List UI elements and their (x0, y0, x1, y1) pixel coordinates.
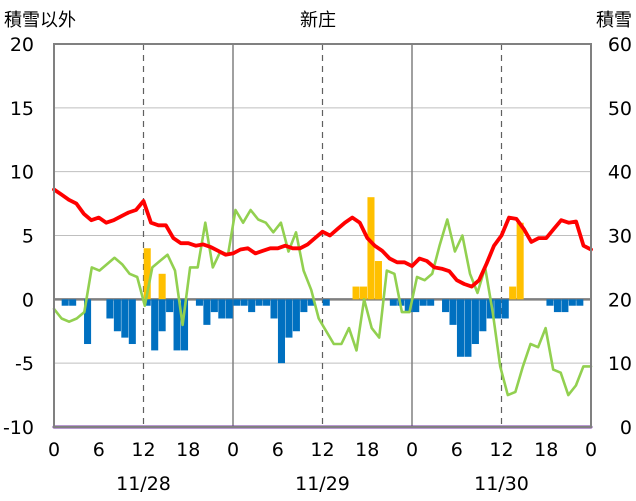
y-left-tick-label: -10 (3, 417, 34, 439)
y-right-tick-label: 50 (608, 98, 632, 120)
date-label: 11/30 (474, 473, 529, 495)
x-tick-label: 6 (272, 439, 284, 461)
sunshine-bar (412, 299, 420, 313)
sunshine-bar (442, 299, 450, 313)
precipitation-bar (143, 248, 151, 300)
sunshine-bar (248, 299, 256, 313)
x-tick-label: 0 (406, 439, 418, 461)
precipitation-bar (352, 286, 360, 300)
sunshine-bar (568, 299, 576, 306)
sunshine-bar (84, 299, 92, 345)
sunshine-bar (389, 299, 397, 306)
sunshine-bar (427, 299, 435, 306)
sunshine-bar (173, 299, 181, 351)
temperature-line (52, 187, 593, 289)
sunshine-bar (151, 299, 159, 351)
sunshine-bar (561, 299, 569, 313)
y-right-tick-label: 40 (608, 162, 632, 184)
sunshine-bar (210, 299, 218, 313)
sunshine-bar (576, 299, 584, 306)
sunshine-bar (166, 299, 174, 313)
x-tick-label: 18 (176, 439, 200, 461)
precipitation-bar (509, 286, 517, 300)
sunshine-bar (255, 299, 263, 306)
sunshine-bar (277, 299, 286, 364)
y-right-tick-label: 10 (608, 353, 632, 375)
sunshine-bar (180, 299, 189, 351)
sunshine-bar (486, 299, 494, 319)
sunshine-bar (479, 299, 487, 332)
y-right-tick-label: 60 (608, 34, 632, 56)
sunshine-bar (106, 299, 114, 319)
sunshine-bar (203, 299, 211, 325)
x-tick-label: 6 (451, 439, 463, 461)
sunshine-bar (456, 299, 465, 357)
left-axis-title: 積雪以外 (4, 10, 76, 31)
y-left-tick-label: 5 (22, 226, 34, 248)
x-tick-label: 12 (131, 439, 155, 461)
bars (61, 197, 584, 364)
sunshine-bar (113, 299, 121, 332)
sunshine-bar (158, 299, 166, 332)
precipitation-bar (516, 222, 524, 300)
y-right-tick-label: 0 (620, 417, 632, 439)
sunshine-bar (322, 299, 330, 306)
sunshine-bar (263, 299, 271, 306)
y-right-tick-label: 20 (608, 289, 632, 311)
sunshine-bar (285, 299, 293, 338)
sunshine-bar (121, 299, 129, 338)
sunshine-bar (307, 299, 315, 306)
sunshine-bar (501, 299, 509, 319)
sunshine-bar (404, 299, 412, 313)
chart-title: 新庄 (300, 10, 336, 31)
plot-frame (53, 43, 592, 428)
x-tick-label: 6 (93, 439, 105, 461)
sunshine-bar (240, 299, 248, 306)
date-label: 11/29 (295, 473, 350, 495)
right-axis-title: 積雪 (596, 10, 632, 31)
sunshine-bar (218, 299, 226, 319)
y-left-tick-label: 20 (10, 34, 34, 56)
x-tick-label: 0 (227, 439, 239, 461)
sunshine-bar (449, 299, 457, 325)
x-tick-label: 12 (489, 439, 513, 461)
sunshine-bar (471, 299, 479, 345)
sunshine-bar (300, 299, 308, 313)
y-left-tick-label: 0 (22, 289, 34, 311)
precipitation-bar (359, 286, 368, 300)
y-left-tick-label: 15 (10, 98, 34, 120)
grid (54, 44, 591, 427)
x-tick-label: 0 (48, 439, 60, 461)
sunshine-bar (270, 299, 278, 319)
sunshine-bar (553, 299, 561, 313)
sunshine-bar (494, 299, 502, 319)
sunshine-bar (61, 299, 69, 306)
snow_depth-line (52, 208, 593, 397)
sunshine-bar (128, 299, 136, 345)
precipitation-bar (158, 273, 166, 300)
sunshine-bar (233, 299, 241, 306)
sunshine-bar (195, 299, 203, 306)
x-tick-label: 18 (355, 439, 379, 461)
x-tick-label: 18 (534, 439, 558, 461)
sunshine-bar (143, 299, 151, 306)
x-tick-label: 12 (310, 439, 334, 461)
frame (53, 43, 592, 428)
y-left-tick-label: -5 (15, 353, 34, 375)
y-right-tick-label: 30 (608, 226, 632, 248)
sunshine-bar (225, 299, 233, 319)
sunshine-bar (546, 299, 554, 306)
y-left-tick-label: 10 (10, 162, 34, 184)
date-label: 11/28 (116, 473, 171, 495)
sunshine-bar (419, 299, 427, 306)
x-tick-label: 0 (585, 439, 597, 461)
sunshine-bar (69, 299, 77, 306)
precipitation-bar (374, 261, 382, 300)
sunshine-bar (292, 299, 300, 332)
precipitation-bar (367, 197, 375, 300)
sunshine-bar (464, 299, 472, 357)
